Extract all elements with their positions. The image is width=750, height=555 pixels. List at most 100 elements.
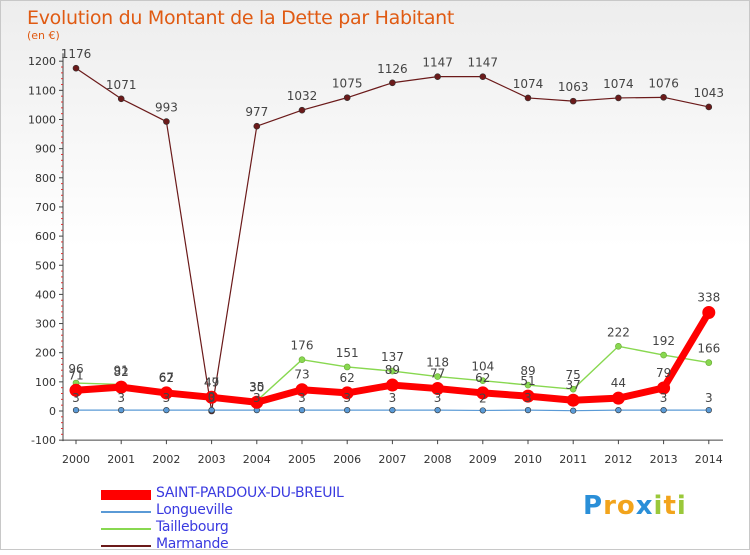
data-label: 30 — [249, 380, 264, 394]
data-label: 977 — [245, 105, 268, 119]
data-point — [344, 407, 351, 414]
x-tick-label: 2011 — [559, 453, 587, 466]
data-point — [389, 367, 396, 375]
y-tick-label: 800 — [35, 172, 56, 185]
data-point — [298, 106, 306, 114]
proxiti-logo: Proxiti — [583, 491, 687, 521]
data-label: 104 — [471, 360, 494, 374]
data-label: 1063 — [558, 80, 589, 94]
data-point — [566, 393, 580, 407]
data-point — [163, 118, 170, 125]
x-tick-label: 2001 — [107, 453, 135, 466]
data-label: 166 — [697, 342, 720, 356]
data-point — [705, 407, 712, 414]
data-label: 1076 — [648, 76, 679, 90]
data-label: 1074 — [603, 77, 634, 91]
y-tick-label: 400 — [35, 288, 56, 301]
data-point — [521, 389, 535, 403]
data-point — [117, 95, 125, 103]
x-tick-label: 2000 — [62, 453, 90, 466]
y-tick-label: 200 — [35, 347, 56, 360]
logo-letter: t — [663, 491, 677, 521]
data-point — [114, 380, 128, 394]
data-label: 89 — [385, 363, 400, 377]
data-label: 192 — [652, 334, 675, 348]
data-label: 222 — [607, 325, 630, 339]
data-label: 67 — [159, 370, 174, 384]
data-point — [343, 363, 351, 371]
data-point — [298, 407, 306, 414]
data-point — [385, 378, 399, 392]
data-label: 3 — [208, 391, 216, 405]
y-tick-label: 1000 — [28, 114, 56, 127]
chart-subtitle: (en €) — [27, 29, 60, 42]
data-label: 338 — [697, 290, 720, 304]
logo-letter: r — [603, 491, 617, 521]
data-point — [340, 386, 354, 400]
data-label: 151 — [336, 346, 359, 360]
data-point — [524, 381, 532, 389]
x-tick-label: 2010 — [514, 453, 542, 466]
data-point — [569, 385, 577, 393]
data-point — [389, 79, 396, 87]
legend-label: Taillebourg — [156, 519, 229, 535]
data-label: 3 — [343, 391, 351, 405]
data-point — [660, 94, 667, 101]
data-label: 73 — [294, 368, 309, 382]
data-label: 3 — [705, 391, 713, 405]
data-point — [298, 356, 306, 363]
legend-label: Longueville — [156, 502, 233, 518]
y-tick-label: 100 — [35, 376, 56, 389]
data-point — [389, 407, 396, 414]
y-tick-label: 1100 — [28, 84, 56, 97]
data-point — [479, 377, 487, 384]
x-tick-label: 2003 — [198, 453, 226, 466]
data-label: 96 — [68, 362, 83, 376]
data-point — [476, 386, 490, 400]
data-label: 77 — [430, 367, 445, 381]
data-label: 79 — [656, 366, 671, 380]
data-label: 118 — [426, 356, 449, 370]
data-point — [479, 73, 487, 80]
data-point — [343, 94, 351, 101]
data-label: 89 — [520, 364, 535, 378]
legend-label: Marmande — [156, 536, 229, 552]
logo-letter: x — [635, 491, 654, 521]
data-label: 51 — [520, 374, 535, 388]
data-point — [705, 103, 713, 111]
data-label: 3 — [298, 391, 306, 405]
data-label: 82 — [114, 365, 129, 379]
data-point — [524, 407, 532, 414]
data-point — [250, 395, 264, 409]
x-tick-label: 2013 — [650, 453, 678, 466]
y-tick-label: 600 — [35, 230, 56, 243]
x-tick-label: 2006 — [333, 453, 361, 466]
data-point — [295, 383, 309, 397]
data-label: 1126 — [377, 62, 408, 76]
data-point — [660, 407, 667, 414]
data-label: 1075 — [332, 77, 363, 91]
data-label: 1147 — [468, 56, 499, 70]
data-point — [159, 386, 173, 400]
data-label: 71 — [68, 368, 83, 382]
data-label: 1147 — [422, 56, 453, 70]
x-tick-label: 2009 — [469, 453, 497, 466]
data-point — [208, 407, 215, 414]
data-label: 62 — [159, 371, 174, 385]
data-point — [434, 373, 441, 380]
logo-letter: o — [616, 491, 636, 521]
data-point — [479, 407, 486, 414]
x-tick-label: 2014 — [695, 453, 723, 466]
data-label: 3 — [524, 391, 532, 405]
x-tick-label: 2012 — [604, 453, 632, 466]
legend-swatch — [101, 511, 151, 513]
data-point — [72, 407, 80, 414]
data-point — [615, 94, 622, 102]
y-tick-label: 1200 — [28, 55, 56, 68]
data-label: 75 — [566, 368, 581, 382]
data-label: 3 — [163, 391, 171, 405]
logo-letter: P — [583, 491, 604, 521]
data-point — [569, 97, 577, 105]
legend-swatch — [101, 528, 151, 530]
